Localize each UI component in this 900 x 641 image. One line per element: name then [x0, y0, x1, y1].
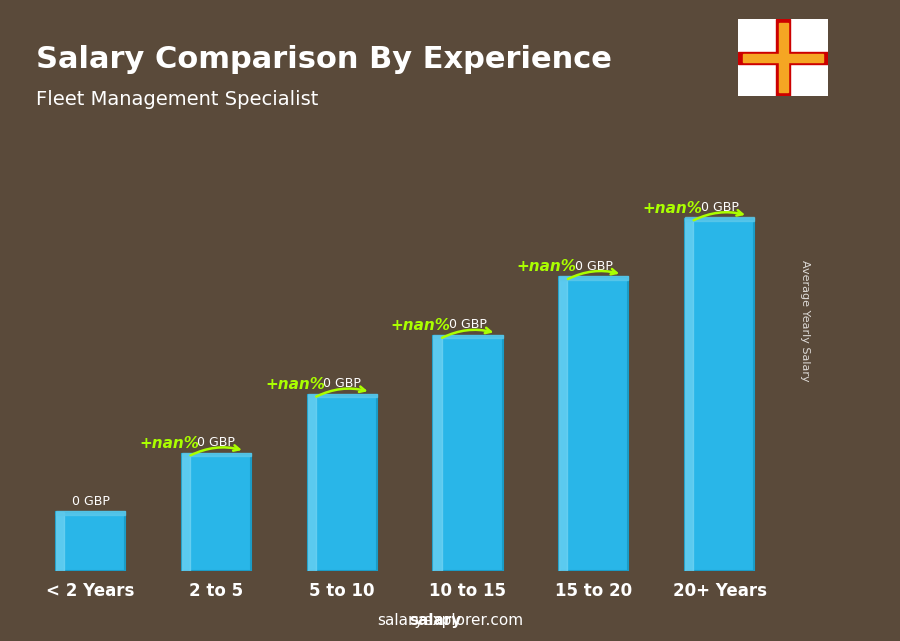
- Text: 0 GBP: 0 GBP: [197, 436, 235, 449]
- Bar: [559, 276, 628, 279]
- Text: +nan%: +nan%: [643, 201, 702, 215]
- Bar: [559, 278, 567, 571]
- Bar: [776, 19, 790, 96]
- Bar: [182, 454, 251, 571]
- Bar: [182, 453, 251, 456]
- Bar: [56, 512, 125, 515]
- Text: salary: salary: [410, 613, 462, 628]
- Bar: [182, 454, 190, 571]
- Text: Fleet Management Specialist: Fleet Management Specialist: [36, 90, 319, 109]
- Bar: [308, 394, 377, 397]
- Bar: [778, 23, 788, 92]
- Text: Average Yearly Salary: Average Yearly Salary: [800, 260, 811, 381]
- Bar: [738, 51, 828, 64]
- Bar: [685, 219, 754, 571]
- Bar: [433, 335, 502, 338]
- Bar: [685, 217, 754, 221]
- Bar: [308, 395, 377, 571]
- Bar: [742, 54, 824, 62]
- Text: 0 GBP: 0 GBP: [323, 377, 361, 390]
- Bar: [559, 278, 628, 571]
- Bar: [433, 336, 502, 571]
- Text: +nan%: +nan%: [265, 377, 325, 392]
- Text: +nan%: +nan%: [517, 260, 577, 274]
- Text: salaryexplorer.com: salaryexplorer.com: [377, 613, 523, 628]
- Text: 0 GBP: 0 GBP: [700, 201, 739, 214]
- Text: +nan%: +nan%: [140, 436, 199, 451]
- Text: +nan%: +nan%: [391, 318, 451, 333]
- Text: 0 GBP: 0 GBP: [449, 319, 487, 331]
- Text: 0 GBP: 0 GBP: [71, 495, 110, 508]
- Bar: [433, 336, 442, 571]
- Bar: [685, 219, 693, 571]
- Bar: [308, 395, 316, 571]
- Bar: [56, 512, 125, 571]
- Bar: [56, 512, 64, 571]
- Text: 0 GBP: 0 GBP: [575, 260, 613, 272]
- Text: Salary Comparison By Experience: Salary Comparison By Experience: [36, 45, 612, 74]
